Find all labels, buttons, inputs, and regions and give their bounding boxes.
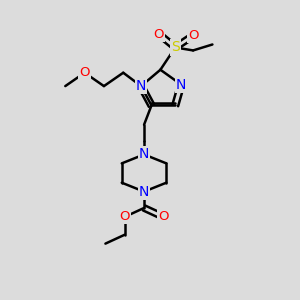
Text: O: O: [119, 210, 130, 224]
Text: O: O: [188, 29, 198, 42]
Text: N: N: [139, 148, 149, 161]
Text: S: S: [171, 40, 180, 55]
Text: O: O: [158, 210, 169, 224]
Text: N: N: [176, 78, 186, 92]
Text: O: O: [80, 66, 90, 79]
Text: O: O: [154, 28, 164, 40]
Text: N: N: [136, 79, 146, 93]
Text: N: N: [139, 184, 149, 199]
